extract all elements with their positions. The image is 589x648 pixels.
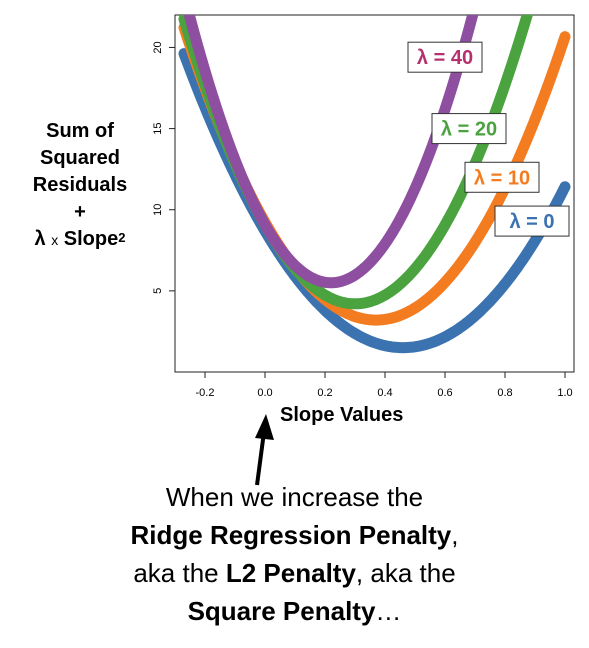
series-label: λ = 20: [441, 119, 497, 141]
x-tick-label: 0.4: [377, 387, 392, 399]
y-label-times: x: [51, 232, 59, 248]
series-label-box: [431, 113, 507, 145]
caption-line4-tail: …: [375, 596, 402, 626]
caption-square-penalty: Square Penalty: [187, 596, 376, 626]
y-label-line5: λ x Slope2: [10, 226, 150, 254]
x-axis-label: Slope Values: [280, 404, 404, 426]
x-tick-label: 0.2: [317, 387, 332, 399]
y-label-line1: Sum of: [46, 120, 114, 142]
y-tick-label: 15: [152, 122, 164, 134]
caption-line4: Square Penalty…: [0, 592, 589, 630]
caption-line2-tail: ,: [451, 520, 459, 550]
arrow-head: [255, 414, 274, 440]
series-label-box: [494, 205, 570, 237]
x-tick-label: 1.0: [557, 387, 572, 399]
series-labels: λ = 0 λ = 10 λ = 20 λ = 40: [407, 41, 570, 237]
caption-l2-penalty: L2 Penalty: [225, 558, 356, 588]
series-label-box: [464, 161, 540, 193]
caption-line3-post: , aka the: [355, 558, 456, 588]
caption-ridge-penalty: Ridge Regression Penalty: [130, 520, 452, 550]
caption-line3-pre: aka the: [133, 558, 226, 588]
y-label-exponent: 2: [118, 230, 126, 245]
y-label-slope: Slope: [63, 228, 119, 250]
y-axis: 5 10 15 20: [152, 41, 175, 294]
plot-frame: [174, 14, 575, 373]
series-label-box: [407, 41, 483, 73]
x-axis: -0.2 0.0 0.2 0.4 0.6 0.8 1.0: [196, 372, 573, 399]
y-axis-label: Sum of Squared Residuals + λ x Slope2: [10, 118, 150, 254]
caption: When we increase the Ridge Regression Pe…: [0, 478, 589, 630]
series-label: λ = 10: [474, 167, 530, 189]
series-label: λ = 40: [417, 47, 473, 69]
caption-line1: When we increase the: [165, 482, 424, 512]
series-label: λ = 0: [509, 211, 554, 233]
y-label-lambda: λ: [34, 228, 46, 250]
x-tick-label: 0.0: [257, 387, 272, 399]
arrow-shaft: [255, 431, 266, 486]
annotation-arrow: [255, 414, 274, 486]
y-tick-label: 20: [152, 41, 164, 53]
caption-line3: aka the L2 Penalty, aka the: [0, 554, 589, 592]
y-label-line3: Residuals: [32, 174, 128, 196]
x-tick-label: -0.2: [196, 387, 215, 399]
y-tick-label: 10: [152, 204, 164, 216]
y-tick-label: 5: [152, 288, 164, 294]
caption-line2: Ridge Regression Penalty,: [0, 516, 589, 554]
x-tick-label: 0.8: [497, 387, 512, 399]
x-tick-label: 0.6: [437, 387, 452, 399]
y-label-plus: +: [74, 201, 86, 223]
y-label-line2: Squared: [39, 147, 121, 169]
